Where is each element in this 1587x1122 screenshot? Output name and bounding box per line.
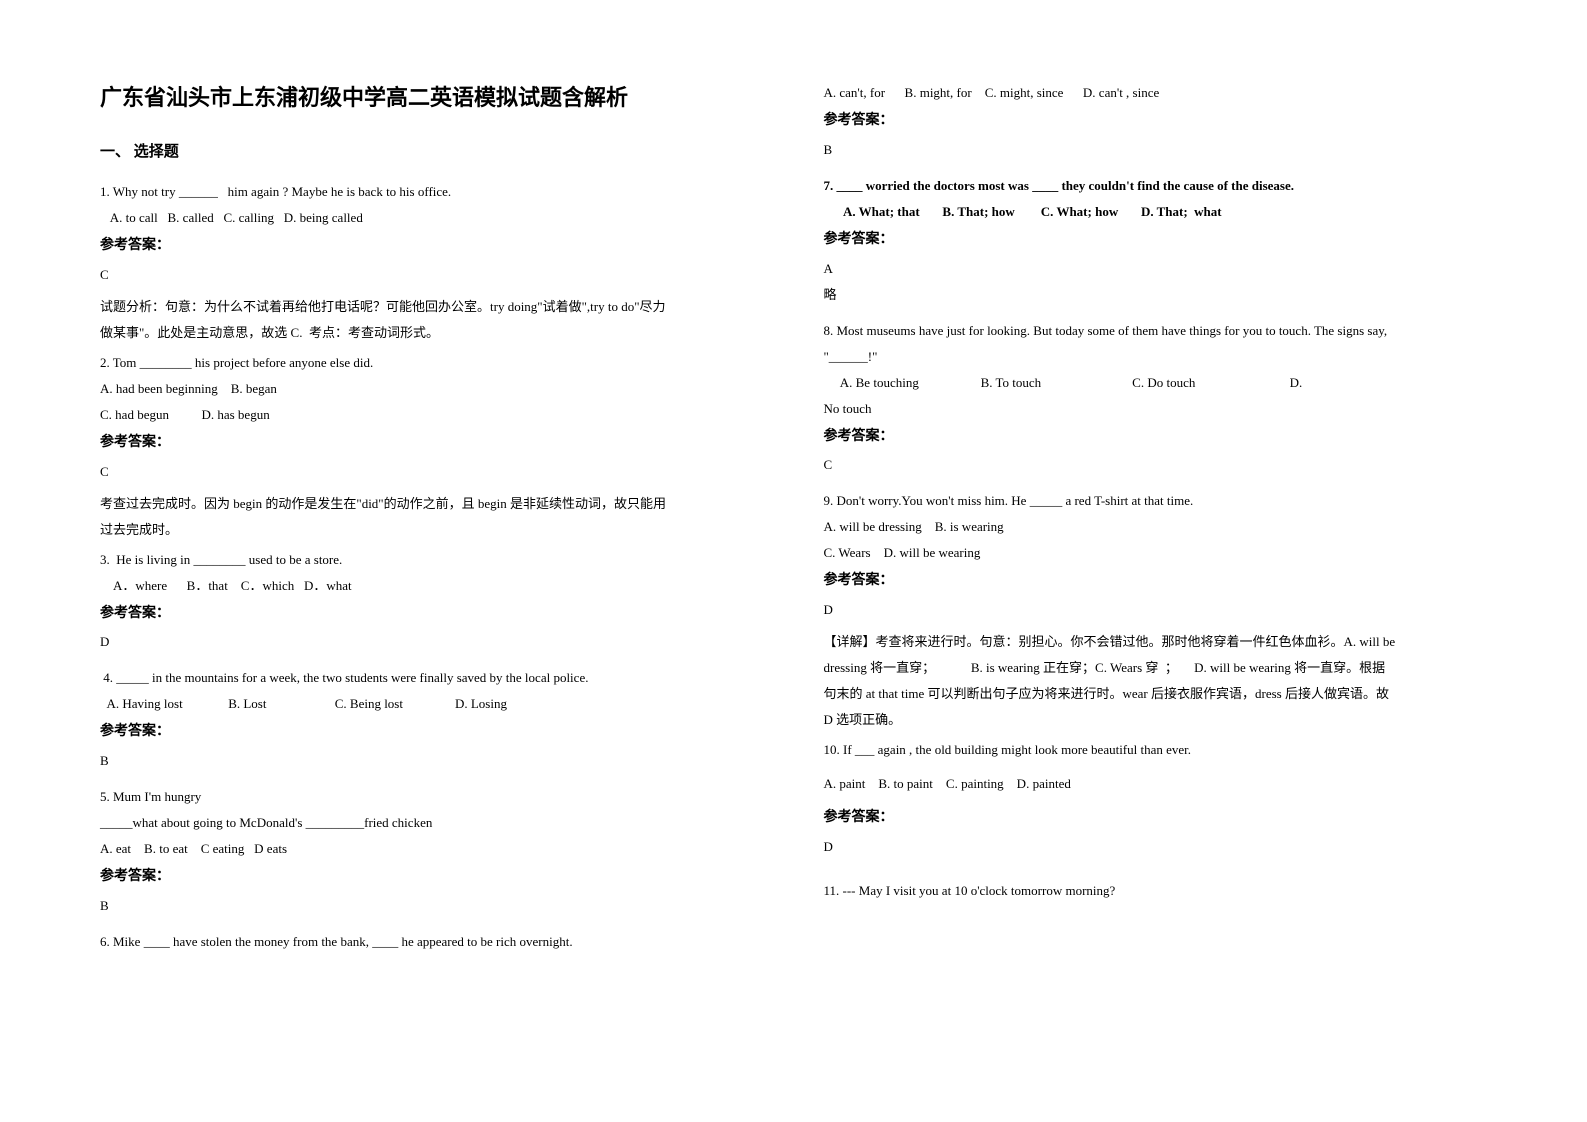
- q9-answer-label: 参考答案：: [824, 566, 1488, 597]
- question-7: 7. ____ worried the doctors most was ___…: [824, 173, 1488, 314]
- q8-options-2: No touch: [824, 396, 1488, 422]
- q3-answer-label: 参考答案：: [100, 599, 764, 630]
- q4-answer-label: 参考答案：: [100, 717, 764, 748]
- q10-text: 10. If ___ again , the old building migh…: [824, 737, 1488, 763]
- q4-answer: B: [100, 748, 764, 774]
- q9-explain-1: 【详解】考查将来进行时。句意：别担心。你不会错过他。那时他将穿着一件红色体血衫。…: [824, 629, 1488, 655]
- question-6-stem: 6. Mike ____ have stolen the money from …: [100, 929, 764, 955]
- q5-answer: B: [100, 893, 764, 919]
- right-column: A. can't, for B. might, for C. might, si…: [824, 80, 1488, 1092]
- q7-explain: 略: [824, 282, 1488, 308]
- q2-explain-2: 过去完成时。: [100, 517, 764, 543]
- q2-text: 2. Tom ________ his project before anyon…: [100, 350, 764, 376]
- q8-text-1: 8. Most museums have just for looking. B…: [824, 318, 1488, 344]
- q1-text: 1. Why not try ______ him again ? Maybe …: [100, 179, 764, 205]
- q8-answer: C: [824, 452, 1488, 478]
- q7-answer: A: [824, 256, 1488, 282]
- q5-text-2: _____what about going to McDonald's ____…: [100, 810, 764, 836]
- q1-explain-2: 做某事"。此处是主动意思，故选 C. 考点：考查动词形式。: [100, 320, 764, 346]
- q9-option-ab: A. will be dressing B. is wearing: [824, 514, 1488, 540]
- question-6-options: A. can't, for B. might, for C. might, si…: [824, 80, 1488, 169]
- q2-answer-label: 参考答案：: [100, 428, 764, 459]
- question-2: 2. Tom ________ his project before anyon…: [100, 350, 764, 543]
- q9-explain-3: 句末的 at that time 可以判断出句子应为将来进行时。wear 后接衣…: [824, 681, 1488, 707]
- q1-answer: C: [100, 262, 764, 288]
- q4-options: A. Having lost B. Lost C. Being lost D. …: [100, 691, 764, 717]
- q8-answer-label: 参考答案：: [824, 422, 1488, 453]
- q2-option-ab: A. had been beginning B. began: [100, 376, 764, 402]
- question-4: 4. _____ in the mountains for a week, th…: [100, 665, 764, 780]
- question-11: 11. --- May I visit you at 10 o'clock to…: [824, 870, 1488, 904]
- q6-text: 6. Mike ____ have stolen the money from …: [100, 929, 764, 955]
- q3-text: 3. He is living in ________ used to be a…: [100, 547, 764, 573]
- q8-options: A. Be touching B. To touch C. Do touch D…: [824, 370, 1488, 396]
- question-8: 8. Most museums have just for looking. B…: [824, 318, 1488, 485]
- q5-options: A. eat B. to eat C eating D eats: [100, 836, 764, 862]
- q1-answer-label: 参考答案：: [100, 231, 764, 262]
- q10-answer-label: 参考答案：: [824, 803, 1488, 834]
- q8-text-2: "______!": [824, 344, 1488, 370]
- left-column: 广东省汕头市上东浦初级中学高二英语模拟试题含解析 一、 选择题 1. Why n…: [100, 80, 764, 1092]
- q3-options: A．where B．that C．which D．what: [100, 573, 764, 599]
- q2-option-cd: C. had begun D. has begun: [100, 402, 764, 428]
- q10-options: A. paint B. to paint C. painting D. pain…: [824, 771, 1488, 797]
- q3-answer: D: [100, 629, 764, 655]
- q10-answer: D: [824, 834, 1488, 860]
- q5-answer-label: 参考答案：: [100, 862, 764, 893]
- q7-options: A. What; that B. That; how C. What; how …: [824, 199, 1488, 225]
- q6-options: A. can't, for B. might, for C. might, si…: [824, 80, 1488, 106]
- question-1: 1. Why not try ______ him again ? Maybe …: [100, 179, 764, 346]
- q2-answer: C: [100, 459, 764, 485]
- q1-explain-1: 试题分析：句意：为什么不试着再给他打电话呢？可能他回办公室。try doing"…: [100, 294, 764, 320]
- q5-text-1: 5. Mum I'm hungry: [100, 784, 764, 810]
- q4-text: 4. _____ in the mountains for a week, th…: [100, 665, 764, 691]
- question-9: 9. Don't worry.You won't miss him. He __…: [824, 488, 1488, 733]
- q9-text: 9. Don't worry.You won't miss him. He __…: [824, 488, 1488, 514]
- q9-explain-4: D 选项正确。: [824, 707, 1488, 733]
- q9-answer: D: [824, 597, 1488, 623]
- section-1-heading: 一、 选择题: [100, 140, 764, 161]
- q7-text: 7. ____ worried the doctors most was ___…: [824, 173, 1488, 199]
- question-5: 5. Mum I'm hungry _____what about going …: [100, 784, 764, 925]
- q9-explain-2: dressing 将一直穿； B. is wearing 正在穿；C. Wear…: [824, 655, 1488, 681]
- question-3: 3. He is living in ________ used to be a…: [100, 547, 764, 662]
- q1-options: A. to call B. called C. calling D. being…: [100, 205, 764, 231]
- q6-answer-label: 参考答案：: [824, 106, 1488, 137]
- q6-answer: B: [824, 137, 1488, 163]
- question-10: 10. If ___ again , the old building migh…: [824, 737, 1488, 866]
- q11-text: 11. --- May I visit you at 10 o'clock to…: [824, 878, 1488, 904]
- q7-answer-label: 参考答案：: [824, 225, 1488, 256]
- doc-title: 广东省汕头市上东浦初级中学高二英语模拟试题含解析: [100, 80, 764, 112]
- q2-explain-1: 考查过去完成时。因为 begin 的动作是发生在"did"的动作之前，且 beg…: [100, 491, 764, 517]
- q9-option-cd: C. Wears D. will be wearing: [824, 540, 1488, 566]
